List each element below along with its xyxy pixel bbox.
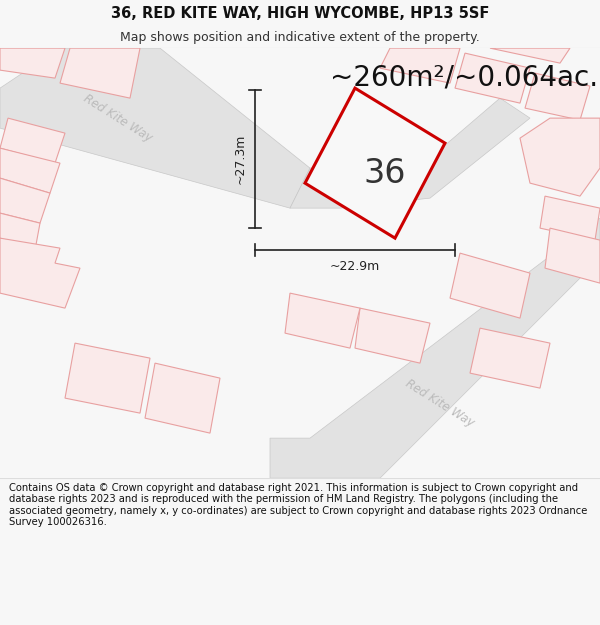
Polygon shape — [0, 213, 40, 250]
Text: Map shows position and indicative extent of the property.: Map shows position and indicative extent… — [120, 31, 480, 44]
Polygon shape — [145, 363, 220, 433]
Text: Red Kite Way: Red Kite Way — [403, 377, 477, 429]
Polygon shape — [545, 228, 600, 283]
Text: 36: 36 — [364, 157, 406, 189]
Polygon shape — [490, 48, 570, 63]
Polygon shape — [270, 218, 600, 478]
Polygon shape — [0, 48, 65, 78]
Polygon shape — [0, 118, 65, 163]
Polygon shape — [470, 328, 550, 388]
Polygon shape — [455, 53, 530, 103]
Text: ~22.9m: ~22.9m — [330, 260, 380, 273]
Text: Contains OS data © Crown copyright and database right 2021. This information is : Contains OS data © Crown copyright and d… — [9, 482, 587, 528]
Polygon shape — [60, 48, 140, 98]
Polygon shape — [290, 98, 530, 208]
Polygon shape — [0, 48, 310, 208]
Polygon shape — [525, 73, 590, 120]
Polygon shape — [285, 293, 360, 348]
Polygon shape — [450, 253, 530, 318]
Text: Red Kite Way: Red Kite Way — [81, 92, 155, 144]
Polygon shape — [0, 238, 80, 308]
Polygon shape — [520, 118, 600, 196]
Polygon shape — [355, 308, 430, 363]
Polygon shape — [540, 196, 600, 240]
Text: ~27.3m: ~27.3m — [234, 134, 247, 184]
Polygon shape — [65, 343, 150, 413]
Polygon shape — [380, 48, 460, 83]
Polygon shape — [305, 88, 445, 238]
Polygon shape — [0, 148, 60, 193]
Text: 36, RED KITE WAY, HIGH WYCOMBE, HP13 5SF: 36, RED KITE WAY, HIGH WYCOMBE, HP13 5SF — [111, 6, 489, 21]
Polygon shape — [0, 178, 50, 223]
Text: ~260m²/~0.064ac.: ~260m²/~0.064ac. — [330, 63, 598, 91]
